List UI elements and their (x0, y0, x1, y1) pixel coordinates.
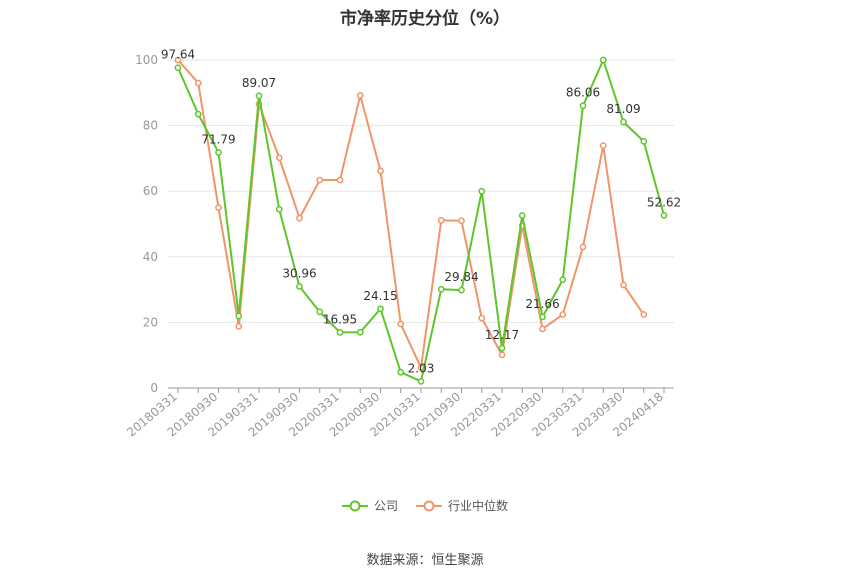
chart-title: 市净率历史分位（%） (339, 9, 511, 29)
y-tick-label: 100 (135, 53, 158, 67)
data-label: 81.09 (606, 102, 640, 116)
data-label-layer: 97.64 71.79 89.07 30.96 16.95 24.15 2.03 29.84 1… (161, 48, 681, 376)
data-point (377, 167, 384, 175)
data-label: 29.84 (444, 270, 478, 284)
data-point (397, 320, 405, 328)
data-label: 30.96 (282, 266, 316, 280)
y-tick-label: 60 (143, 184, 158, 198)
y-tick-label: 40 (143, 250, 158, 264)
data-point (539, 325, 546, 333)
data-point (599, 142, 607, 149)
data-label: 86.06 (566, 86, 600, 100)
data-point (599, 56, 607, 64)
data-point (356, 328, 364, 336)
series-line (177, 59, 665, 383)
data-point (579, 243, 587, 251)
data-point (377, 305, 384, 313)
data-label: 2.03 (408, 361, 435, 375)
data-point (518, 212, 526, 219)
data-point (458, 217, 465, 225)
data-point (296, 214, 303, 222)
data-point (437, 217, 445, 224)
data-point (356, 92, 364, 99)
data-label: 71.79 (201, 133, 235, 147)
data-point (478, 187, 486, 195)
data-point (498, 344, 506, 352)
legend-label-company: 公司 (373, 499, 398, 513)
y-tick-label: 80 (143, 119, 158, 133)
series-company (174, 56, 668, 385)
data-point (235, 312, 243, 320)
data-point (437, 285, 445, 293)
data-point (255, 92, 263, 100)
data-point (316, 176, 324, 184)
data-label: 89.07 (242, 76, 276, 90)
data-point (215, 149, 222, 156)
company-line-marker-icon (341, 500, 368, 511)
data-point (559, 276, 567, 284)
data-point (417, 377, 425, 385)
data-point (194, 79, 202, 87)
data-label: 21.66 (525, 297, 559, 311)
data-label: 24.15 (363, 289, 397, 303)
data-point (215, 204, 222, 211)
data-point (194, 110, 202, 118)
legend: 公司 行业中位数 (0, 497, 850, 514)
data-label: 12.17 (485, 328, 519, 342)
data-point (235, 322, 243, 330)
legend-item-industry-median[interactable]: 行业中位数 (416, 497, 508, 514)
data-label: 52.62 (647, 195, 681, 209)
series-industry-median (174, 56, 648, 372)
y-tick-label: 20 (143, 315, 158, 329)
data-point (579, 102, 587, 110)
data-point (640, 311, 648, 318)
data-point (559, 311, 567, 318)
data-point (660, 212, 668, 219)
legend-item-company[interactable]: 公司 (341, 497, 398, 514)
data-point (498, 351, 506, 359)
data-point (336, 329, 344, 336)
data-point (397, 368, 405, 376)
data-point (620, 118, 627, 126)
data-point (640, 137, 648, 145)
data-point (620, 281, 627, 289)
data-point (316, 308, 324, 316)
source-note: 数据来源：恒生聚源 (366, 553, 484, 568)
series-layer (174, 56, 668, 385)
data-point (336, 176, 344, 184)
data-point (275, 205, 283, 213)
data-point (174, 56, 182, 64)
industry-line-marker-icon (416, 500, 442, 511)
data-point (296, 283, 303, 290)
data-point (539, 313, 546, 321)
data-point (478, 314, 486, 322)
grid-layer (168, 59, 674, 323)
data-label: 97.64 (161, 48, 195, 62)
data-point (458, 286, 465, 294)
y-tick-label: 0 (150, 381, 158, 395)
axis-layer: 0204060801002018033120180930201903312019… (124, 53, 674, 440)
data-label: 16.95 (323, 312, 357, 326)
legend-label-industry-median: 行业中位数 (448, 499, 509, 513)
data-point (174, 64, 182, 72)
data-point (275, 154, 283, 162)
